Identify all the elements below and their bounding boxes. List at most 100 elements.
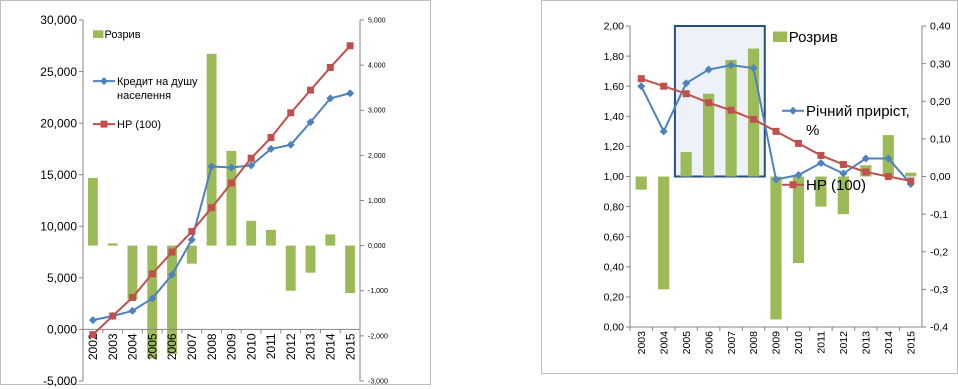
x-tick-label: 2007: [185, 333, 199, 360]
data-point: [704, 65, 713, 74]
bar: [725, 59, 737, 177]
right-tick-label: 1,000: [368, 198, 386, 205]
left-tick-label: 1,40: [604, 111, 625, 123]
data-point: [749, 64, 758, 73]
left-tick-label: 0,40: [604, 261, 625, 273]
data-point: [89, 331, 97, 339]
legend-marker: [100, 120, 108, 128]
data-point: [794, 170, 803, 179]
right-tick-label: 0,30: [930, 58, 951, 70]
legend-marker: [100, 77, 108, 86]
left-tick-label: 1,80: [604, 51, 625, 63]
data-point: [884, 173, 892, 180]
left-tick-label: 0,20: [604, 292, 625, 304]
x-tick-label: 2005: [681, 331, 693, 355]
bar: [837, 176, 849, 215]
bar: [127, 245, 138, 300]
right-tick-label: 0,20: [930, 96, 951, 108]
left-tick-label: 0,00: [604, 322, 625, 334]
bar: [680, 152, 692, 177]
right-tick-label: 0,10: [930, 134, 951, 146]
bar: [815, 176, 827, 207]
left-tick-label: 5,000: [47, 271, 77, 285]
legend-marker: [789, 181, 797, 189]
legend-label: Розрив: [789, 29, 838, 46]
data-point: [128, 293, 136, 301]
x-tick-label: 2004: [126, 333, 140, 360]
data-point: [266, 144, 275, 153]
x-tick-label: 2010: [793, 331, 805, 355]
right-tick-label: 0,00: [930, 171, 951, 183]
left-tick-label: 1,00: [604, 171, 625, 183]
x-tick-label: 2003: [636, 331, 648, 355]
data-point: [188, 227, 196, 235]
data-point: [128, 306, 137, 315]
x-tick-label: 2012: [838, 331, 850, 355]
x-tick-label: 2015: [343, 333, 357, 360]
chart-right: 0,00 0,20 0,40 0,60 0,80 1,00 1,20 1,40 1,60 1,80…: [604, 21, 951, 355]
x-tick-label: 2006: [165, 333, 179, 360]
left-tick-label: 15,000: [40, 168, 77, 182]
right-tick-label: -1,000: [368, 288, 388, 295]
x-tick-label: 2009: [225, 333, 239, 360]
legend-label: Розрив: [105, 29, 141, 41]
data-point: [148, 270, 156, 278]
chart-left: -5,000 0,000 5,000 10,000 15,000 20,000 25,000…: [40, 13, 388, 388]
bar: [905, 172, 917, 177]
bar: [658, 176, 670, 290]
data-point: [208, 204, 216, 212]
right-tick-label: -3,000: [368, 378, 388, 385]
data-point: [907, 177, 915, 185]
legend-marker: [789, 106, 797, 115]
left-tick-label: -5,000: [43, 374, 77, 388]
data-point: [772, 175, 780, 184]
legend-label-continued: %: [806, 122, 819, 139]
left-tick-label: 20,000: [40, 116, 77, 130]
legend-label-continued: населення: [117, 90, 171, 102]
data-point: [839, 160, 847, 168]
data-point: [187, 235, 196, 244]
legend-label: НР (100): [806, 177, 866, 194]
right-tick-label: 0,000: [368, 243, 386, 250]
legend-label: НР (100): [117, 119, 161, 131]
right-tick-label: -0,2: [930, 246, 948, 258]
data-point: [227, 179, 235, 187]
data-point: [247, 161, 256, 170]
x-tick-label: 2007: [726, 331, 738, 355]
x-tick-label: 2008: [205, 333, 219, 360]
x-tick-label: 2006: [703, 331, 715, 355]
left-tick-label: 30,000: [40, 13, 77, 27]
legend-label: Кредит на душу: [117, 76, 198, 88]
data-point: [247, 154, 255, 162]
data-point: [148, 294, 157, 303]
x-tick-label: 2014: [883, 331, 895, 355]
legend-swatch: [773, 31, 788, 42]
right-tick-label: -0,4: [930, 322, 948, 334]
data-point: [727, 106, 735, 114]
bar: [266, 229, 276, 246]
data-point: [839, 169, 848, 178]
bar: [792, 176, 805, 264]
right-tick-label: -2,000: [368, 333, 388, 340]
right-tick-label: 3,000: [368, 108, 386, 115]
left-tick-label: 0,60: [604, 231, 625, 243]
data-point: [862, 168, 870, 176]
data-point: [682, 90, 690, 98]
bar: [206, 53, 217, 246]
data-point: [326, 63, 334, 71]
data-point: [750, 115, 758, 123]
x-tick-label: 2015: [905, 331, 917, 355]
bar: [635, 176, 647, 190]
x-tick-label: 2012: [284, 333, 298, 360]
x-tick-label: 2013: [304, 333, 318, 360]
left-tick-label: 1,60: [604, 81, 625, 93]
data-point: [637, 82, 646, 91]
x-tick-label: 2011: [816, 331, 828, 354]
data-point: [267, 134, 275, 142]
right-tick-label: 2,000: [368, 153, 386, 160]
bar: [246, 220, 257, 246]
right-tick-label: 4,000: [368, 63, 386, 70]
left-tick-label: 2,00: [604, 21, 625, 33]
bar: [186, 245, 197, 264]
